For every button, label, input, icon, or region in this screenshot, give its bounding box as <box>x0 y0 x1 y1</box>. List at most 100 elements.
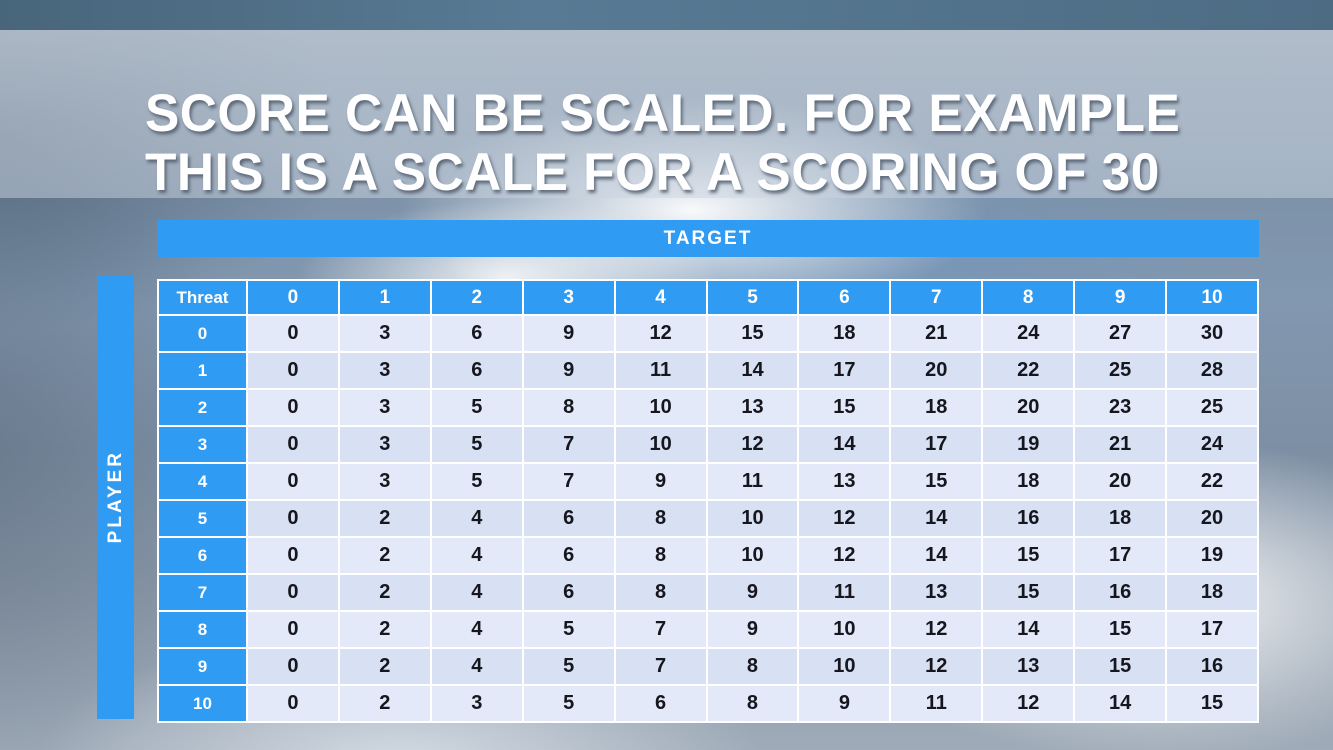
score-cell: 25 <box>1073 351 1168 390</box>
score-cell: 8 <box>613 573 708 612</box>
score-cell: 6 <box>521 573 616 612</box>
score-table: Threat 0 1 2 3 4 5 6 7 8 9 10 0 0 3 6 9 12 15 18 21 24 27 30 1… <box>157 279 1259 723</box>
column-header: 2 <box>429 279 524 316</box>
slide-title-line1: SCORE CAN BE SCALED. FOR EXAMPLE <box>145 84 1181 143</box>
score-cell: 4 <box>429 536 524 575</box>
score-cell: 15 <box>981 536 1076 575</box>
threat-label: Threat <box>157 279 248 316</box>
score-cell: 12 <box>889 647 984 686</box>
score-cell: 28 <box>1165 351 1259 390</box>
player-label: PLAYER <box>104 450 126 544</box>
score-cell: 17 <box>1165 610 1259 649</box>
score-cell: 24 <box>981 314 1076 353</box>
score-cell: 15 <box>797 388 892 427</box>
table-row: 0 0 3 6 9 12 15 18 21 24 27 30 <box>157 314 1259 353</box>
score-cell: 13 <box>797 462 892 501</box>
score-cell: 27 <box>1073 314 1168 353</box>
table-row: 8 0 2 4 5 7 9 10 12 14 15 17 <box>157 610 1259 649</box>
score-cell: 20 <box>1073 462 1168 501</box>
score-cell: 24 <box>1165 425 1259 464</box>
score-cell: 12 <box>613 314 708 353</box>
score-cell: 14 <box>705 351 800 390</box>
score-cell: 0 <box>246 351 340 390</box>
score-cell: 10 <box>797 610 892 649</box>
row-header: 0 <box>157 314 248 353</box>
score-cell: 2 <box>337 684 432 723</box>
score-table-body: 0 0 3 6 9 12 15 18 21 24 27 30 1 0 3 6 9 11 14 17 20 22 25 28 2 0… <box>157 314 1259 723</box>
table-row: 3 0 3 5 7 10 12 14 17 19 21 24 <box>157 425 1259 464</box>
score-cell: 3 <box>337 388 432 427</box>
score-cell: 12 <box>889 610 984 649</box>
target-label: TARGET <box>663 227 753 249</box>
score-cell: 25 <box>1165 388 1259 427</box>
column-header: 7 <box>889 279 984 316</box>
score-cell: 20 <box>889 351 984 390</box>
score-cell: 5 <box>429 388 524 427</box>
score-cell: 4 <box>429 573 524 612</box>
score-cell: 16 <box>981 499 1076 538</box>
score-cell: 2 <box>337 536 432 575</box>
score-cell: 6 <box>613 684 708 723</box>
score-cell: 2 <box>337 573 432 612</box>
player-header-bar: PLAYER <box>97 275 134 719</box>
score-cell: 12 <box>797 499 892 538</box>
score-cell: 14 <box>889 499 984 538</box>
score-cell: 18 <box>1073 499 1168 538</box>
row-header: 4 <box>157 462 248 501</box>
header-row: Threat 0 1 2 3 4 5 6 7 8 9 10 <box>157 279 1259 316</box>
score-cell: 14 <box>981 610 1076 649</box>
score-cell: 0 <box>246 388 340 427</box>
table-row: 4 0 3 5 7 9 11 13 15 18 20 22 <box>157 462 1259 501</box>
row-header: 5 <box>157 499 248 538</box>
score-cell: 13 <box>981 647 1076 686</box>
score-cell: 3 <box>337 462 432 501</box>
column-header: 8 <box>981 279 1076 316</box>
score-cell: 30 <box>1165 314 1259 353</box>
score-cell: 4 <box>429 610 524 649</box>
score-cell: 0 <box>246 647 340 686</box>
score-cell: 5 <box>429 425 524 464</box>
row-header: 6 <box>157 536 248 575</box>
score-cell: 3 <box>337 351 432 390</box>
score-cell: 10 <box>613 425 708 464</box>
score-cell: 21 <box>889 314 984 353</box>
score-cell: 17 <box>1073 536 1168 575</box>
score-cell: 22 <box>1165 462 1259 501</box>
column-header: 9 <box>1073 279 1168 316</box>
score-cell: 16 <box>1165 647 1259 686</box>
score-cell: 5 <box>429 462 524 501</box>
score-cell: 7 <box>613 610 708 649</box>
score-cell: 6 <box>521 536 616 575</box>
score-cell: 15 <box>1165 684 1259 723</box>
score-cell: 15 <box>889 462 984 501</box>
score-cell: 3 <box>429 684 524 723</box>
score-cell: 18 <box>797 314 892 353</box>
score-cell: 11 <box>889 684 984 723</box>
score-cell: 18 <box>1165 573 1259 612</box>
score-cell: 22 <box>981 351 1076 390</box>
score-cell: 15 <box>705 314 800 353</box>
row-header: 7 <box>157 573 248 612</box>
score-cell: 20 <box>1165 499 1259 538</box>
score-cell: 21 <box>1073 425 1168 464</box>
score-cell: 10 <box>705 536 800 575</box>
score-cell: 23 <box>1073 388 1168 427</box>
score-cell: 10 <box>705 499 800 538</box>
column-header: 4 <box>613 279 708 316</box>
row-header: 9 <box>157 647 248 686</box>
score-cell: 15 <box>1073 610 1168 649</box>
row-header: 8 <box>157 610 248 649</box>
score-cell: 2 <box>337 499 432 538</box>
column-header: 5 <box>705 279 800 316</box>
score-cell: 0 <box>246 536 340 575</box>
score-cell: 7 <box>521 462 616 501</box>
score-cell: 7 <box>613 647 708 686</box>
column-header: 3 <box>521 279 616 316</box>
score-cell: 3 <box>337 425 432 464</box>
row-header: 3 <box>157 425 248 464</box>
score-cell: 8 <box>705 647 800 686</box>
score-cell: 5 <box>521 610 616 649</box>
table-row: 10 0 2 3 5 6 8 9 11 12 14 15 <box>157 684 1259 723</box>
score-cell: 9 <box>797 684 892 723</box>
